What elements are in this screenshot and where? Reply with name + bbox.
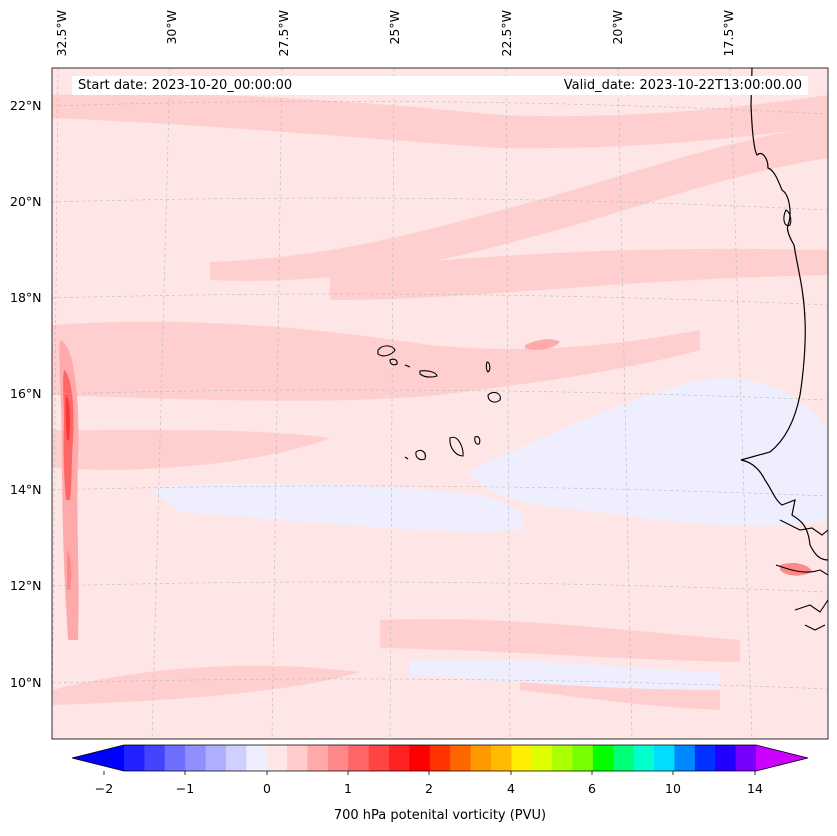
- latitude-label: 18°N: [10, 290, 42, 305]
- latitude-label: 20°N: [10, 194, 42, 209]
- valid-date-text: Valid_date: 2023-10-22T13:00:00.00: [563, 78, 802, 93]
- pv-band-central: [52, 321, 700, 401]
- colorbar-segment: [511, 745, 533, 771]
- pv-band-middle: [330, 248, 828, 300]
- colorbar-segment: [735, 745, 757, 771]
- negative-pv-patch-center: [150, 483, 524, 531]
- colorbar-segment: [552, 745, 574, 771]
- coastline-dakar: [783, 209, 792, 227]
- colorbar-tick-label: 1: [344, 781, 352, 796]
- pv-band-upper: [210, 125, 828, 281]
- colorbar-segment: [613, 745, 635, 771]
- pv-blob-cape-verde: [525, 339, 560, 350]
- colorbar-segment: [185, 745, 207, 771]
- colorbar-segment: [246, 745, 268, 771]
- colorbar-tick-label: −1: [175, 781, 195, 796]
- latitude-label: 10°N: [10, 675, 42, 690]
- colorbar-segment: [450, 745, 472, 771]
- negative-pv-patch-south: [410, 658, 720, 690]
- colorbar-segment: [633, 745, 655, 771]
- longitude-label: 32.5°W: [54, 10, 69, 57]
- colorbar-segment: [715, 745, 737, 771]
- colorbar-segment: [592, 745, 614, 771]
- colorbar-segment: [348, 745, 370, 771]
- colorbar-segment: [531, 745, 553, 771]
- colorbar-segment: [307, 745, 329, 771]
- pv-field: [52, 68, 828, 739]
- pv-band-lower: [380, 619, 740, 662]
- pv-band-north: [52, 93, 828, 149]
- pv-strip-west-max: [65, 395, 70, 440]
- colorbar-segment: [144, 745, 166, 771]
- colorbar-segment: [205, 745, 227, 771]
- colorbar-tick-label: 2: [425, 781, 433, 796]
- colorbar-tick-label: −2: [94, 781, 114, 796]
- colorbar-extend-low: [72, 745, 124, 771]
- start-date-text: Start date: 2023-10-20_00:00:00: [78, 78, 293, 93]
- colorbar-segment: [225, 745, 247, 771]
- longitude-label: 22.5°W: [499, 10, 514, 57]
- colorbar-label: 700 hPa potenital vorticity (PVU): [333, 808, 547, 823]
- colorbar-segment: [368, 745, 390, 771]
- colorbar-segment: [389, 745, 410, 771]
- colorbar-segment: [287, 745, 308, 771]
- colorbar-segment: [490, 745, 512, 771]
- colorbar-tick-label: 14: [747, 781, 763, 796]
- pv-band-bottom: [52, 665, 360, 705]
- cape-verde-islands: [377, 345, 501, 461]
- colorbar-segment: [470, 745, 492, 771]
- colorbar-segment: [164, 745, 186, 771]
- latitude-label: 16°N: [10, 386, 42, 401]
- date-banner: Start date: 2023-10-20_00:00:00 Valid_da…: [72, 76, 808, 95]
- graticule: [52, 68, 828, 739]
- longitude-label: 27.5°W: [276, 10, 291, 57]
- colorbar: [71, 744, 809, 775]
- colorbar-tick-label: 10: [665, 781, 681, 796]
- coastline-inlet: [775, 519, 828, 631]
- colorbar-segment: [694, 745, 716, 771]
- pv-band-south: [52, 429, 330, 470]
- colorbar-segment: [409, 745, 431, 771]
- latitude-label: 14°N: [10, 482, 42, 497]
- colorbar-extend-high: [756, 745, 808, 771]
- latitude-label: 22°N: [10, 98, 42, 113]
- negative-pv-patch-east: [470, 378, 828, 527]
- colorbar-tick-label: 0: [263, 781, 271, 796]
- colorbar-segment: [124, 745, 145, 771]
- latitude-label: 12°N: [10, 578, 42, 593]
- colorbar-tick-label: 6: [588, 781, 596, 796]
- colorbar-outline: [71, 744, 809, 772]
- colorbar-segment: [572, 745, 594, 771]
- colorbar-segment: [266, 745, 288, 771]
- colorbar-segment: [429, 745, 451, 771]
- longitude-label: 25°W: [387, 10, 402, 45]
- colorbar-segment: [327, 745, 349, 771]
- map-frame: [51, 67, 829, 740]
- longitude-label: 17.5°W: [721, 10, 736, 57]
- colorbar-segment: [674, 745, 696, 771]
- longitude-label: 20°W: [610, 10, 625, 45]
- longitude-label: 30°W: [164, 10, 179, 45]
- colorbar-tick-label: 4: [507, 781, 515, 796]
- west-africa-coastline: [740, 68, 828, 561]
- colorbar-segment: [654, 745, 675, 771]
- pv-strip-west-low: [67, 550, 72, 590]
